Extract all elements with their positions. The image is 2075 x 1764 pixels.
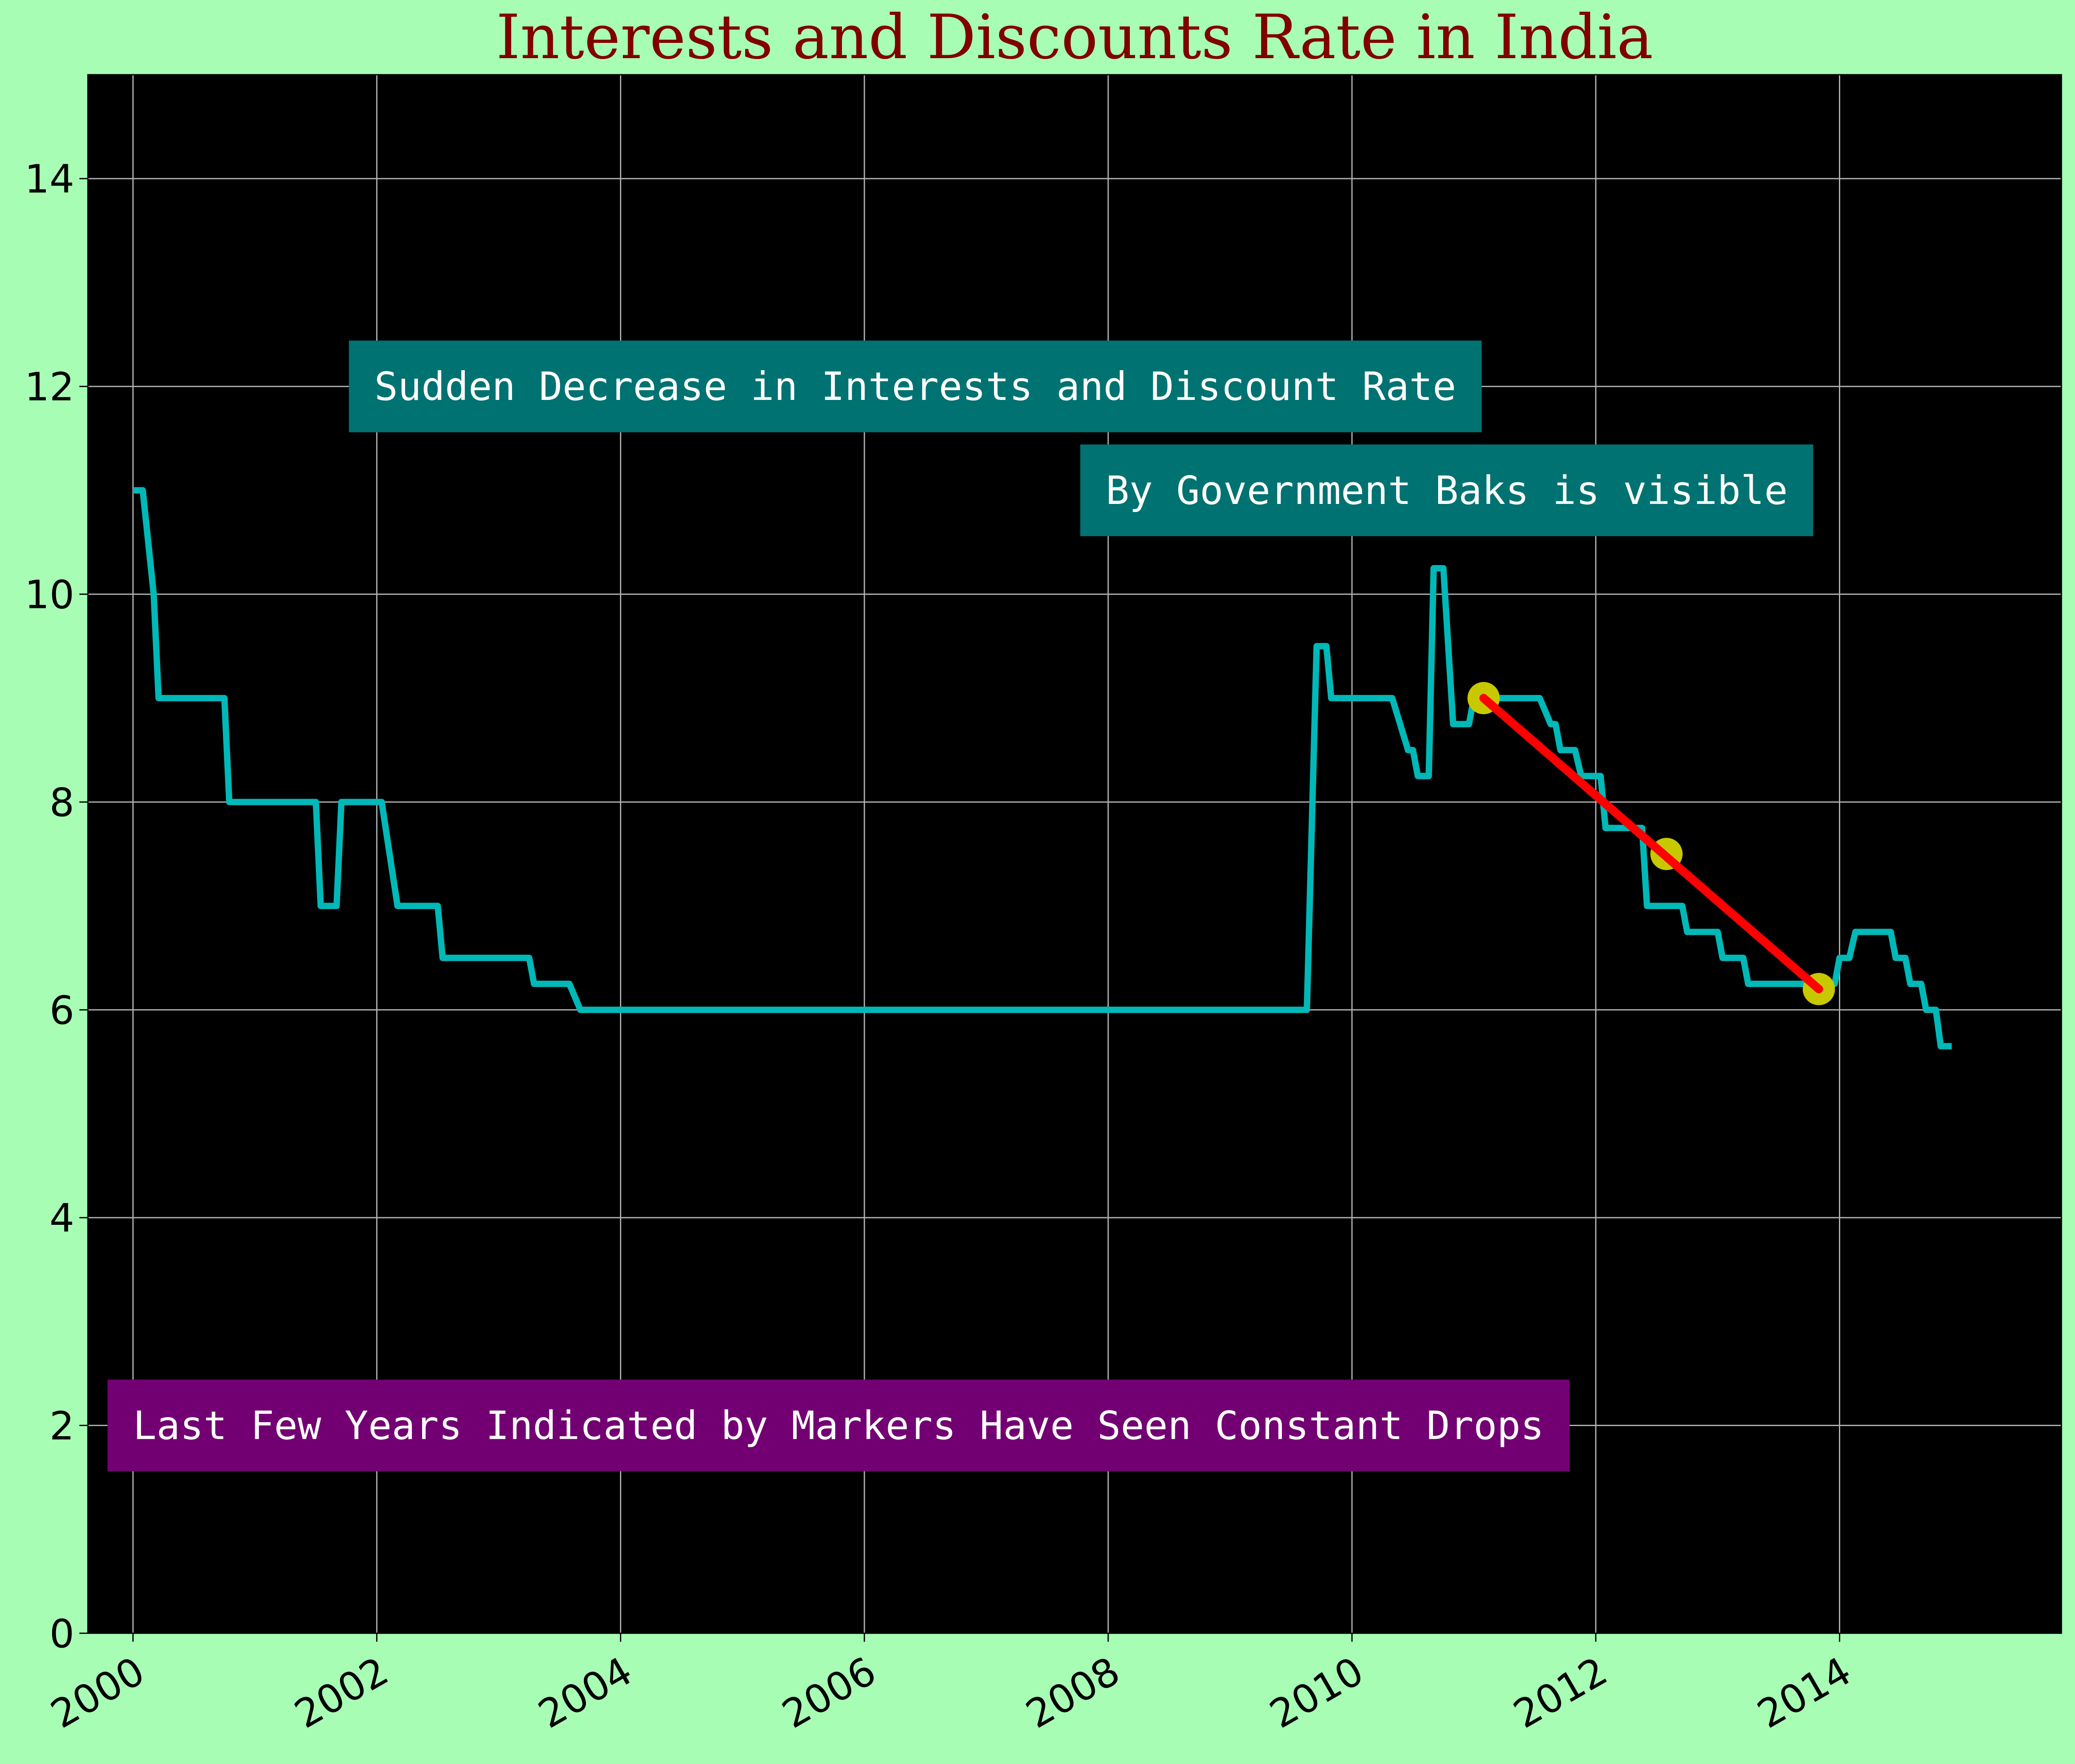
y-tick-label: 6 [49, 988, 74, 1033]
x-tick-label: 2008 [1019, 1648, 1127, 1737]
plot-frame [87, 74, 2062, 1634]
chart-title: Interests and Discounts Rate in India [496, 1, 1653, 73]
annotation-text: Sudden Decrease in Interests and Discoun… [374, 364, 1456, 409]
x-tick-label: 2012 [1506, 1648, 1615, 1737]
y-tick-label: 14 [25, 157, 74, 202]
y-tick-label: 0 [49, 1611, 74, 1657]
y-tick-label: 4 [49, 1196, 74, 1241]
x-tick-label: 2010 [1262, 1648, 1371, 1737]
y-tick-label: 2 [49, 1404, 74, 1449]
annotation-box [1080, 444, 1813, 536]
trend-line [1479, 694, 1823, 993]
annotation: Last Few Years Indicated by Markers Have… [107, 1379, 1570, 1471]
annotation-box [107, 1379, 1570, 1471]
y-tick-label: 10 [25, 572, 74, 618]
series-line [133, 487, 1952, 1049]
y-tick-label: 12 [25, 364, 74, 410]
y-tick-label: 8 [49, 780, 74, 825]
x-tick-label: 2014 [1750, 1648, 1858, 1737]
series-layer [133, 487, 1952, 1049]
annotation: By Government Baks is visible [1080, 444, 1813, 536]
annotation-text: By Government Baks is visible [1106, 468, 1788, 513]
x-tick-label: 2002 [287, 1648, 396, 1737]
x-tick-label: 2000 [43, 1648, 152, 1737]
annotations: Sudden Decrease in Interests and Discoun… [107, 340, 1813, 1471]
x-tick-label: 2004 [531, 1648, 639, 1737]
y-axis: 0 2 4 6 8 10 12 14 [25, 157, 88, 1657]
x-axis: 2000 2002 2004 2006 2008 2010 2012 2014 [43, 1633, 1858, 1737]
annotation: Sudden Decrease in Interests and Discoun… [349, 340, 1482, 433]
grid-lines [88, 75, 2061, 1634]
annotation-box [349, 340, 1482, 433]
annotation-text: Last Few Years Indicated by Markers Have… [133, 1403, 1544, 1449]
plot-area [88, 75, 2061, 1633]
x-tick-label: 2006 [774, 1648, 883, 1737]
